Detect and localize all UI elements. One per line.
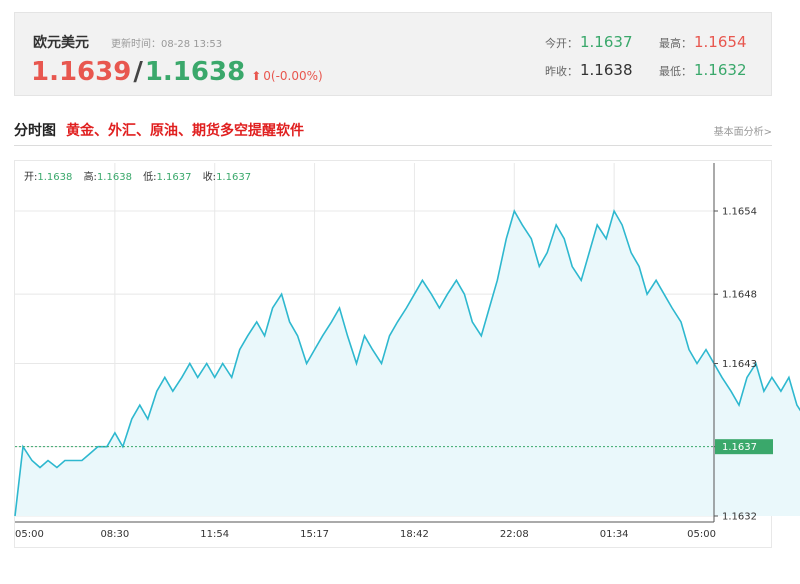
x-tick-label: 05:00 <box>687 529 716 540</box>
ohlc-readout: 开:1.1638 高:1.1638 低:1.1637 收:1.1637 <box>24 168 259 183</box>
reference-tag-label: 1.1637 <box>722 442 757 453</box>
arrow-up-icon: ⬆ <box>251 69 262 83</box>
low-stat: 最低： 1.1632 <box>659 61 747 79</box>
y-tick-label: 1.1654 <box>722 207 757 218</box>
x-tick-label: 08:30 <box>100 529 129 540</box>
prev-close-stat: 昨收： 1.1638 <box>545 61 633 79</box>
y-tick-label: 1.1632 <box>722 512 757 523</box>
instrument-title: 欧元美元 <box>33 35 89 51</box>
open-stat: 今开： 1.1637 <box>545 33 633 51</box>
price-area <box>15 211 800 516</box>
price-line <box>14 208 800 517</box>
x-tick-label: 11:54 <box>200 529 229 540</box>
high-stat: 最高： 1.1654 <box>659 33 747 51</box>
price-separator: / <box>133 57 143 87</box>
chart-frame <box>14 160 772 548</box>
quote-header: 欧元美元 更新时间：08-28 13:53 1.1639 / 1.1638 ⬆ … <box>14 12 772 96</box>
x-tick-label: 22:08 <box>500 529 529 540</box>
x-tick-label: 01:34 <box>600 529 629 540</box>
ohlc-high-value: 1.1638 <box>96 172 132 183</box>
bid-price: 1.1639 <box>31 57 132 87</box>
reference-tag <box>715 439 773 455</box>
high-value: 1.1654 <box>694 33 747 51</box>
ohlc-low-label: 低: <box>143 172 157 183</box>
y-tick-label: 1.1643 <box>722 359 757 370</box>
prev-close-label: 昨收： <box>545 65 578 78</box>
open-value: 1.1637 <box>580 33 633 51</box>
update-time: 更新时间：08-28 13:53 <box>111 35 222 50</box>
ohlc-high-label: 高: <box>83 172 97 183</box>
ohlc-open-value: 1.1638 <box>37 172 73 183</box>
section-title: 分时图 <box>14 123 56 139</box>
ohlc-open-label: 开: <box>24 172 38 183</box>
low-value: 1.1632 <box>694 61 747 79</box>
y-tick-label: 1.1648 <box>722 290 757 301</box>
fundamental-analysis-link[interactable]: 基本面分析> <box>713 127 772 138</box>
x-tick-label: 05:00 <box>15 529 44 540</box>
x-tick-label: 15:17 <box>300 529 329 540</box>
update-time-label: 更新时间： <box>111 39 161 50</box>
update-time-value: 08-28 13:53 <box>161 39 223 50</box>
x-tick-label: 18:42 <box>400 529 429 540</box>
ohlc-close-label: 收: <box>202 172 217 183</box>
ask-price: 1.1638 <box>144 57 246 87</box>
low-label: 最低： <box>659 65 692 78</box>
ohlc-close-value: 1.1637 <box>216 172 252 183</box>
promo-link[interactable]: 黄金、外汇、原油、期货多空提醒软件 <box>66 123 304 139</box>
section-divider <box>14 145 772 146</box>
price-change: 0(-0.00%) <box>263 69 323 83</box>
ohlc-low-value: 1.1637 <box>156 172 192 183</box>
open-label: 今开： <box>545 37 578 50</box>
x-axis-ticks: 05:00 08:30 11:54 15:17 18:42 22:08 01:34 05:00 <box>15 529 716 540</box>
prev-close-value: 1.1638 <box>580 61 633 79</box>
high-label: 最高： <box>659 37 692 50</box>
price-row: 1.1639 / 1.1638 ⬆ 0(-0.00%) <box>31 57 323 89</box>
